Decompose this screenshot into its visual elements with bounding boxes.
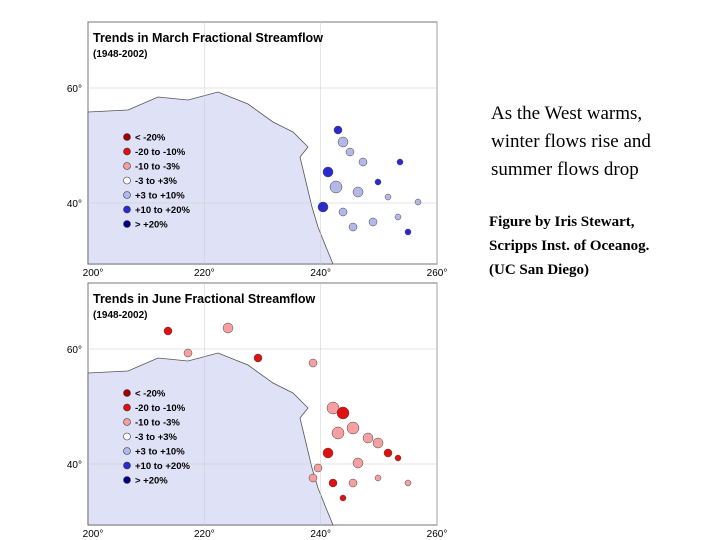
station (394, 454, 402, 462)
lon-label: 260° (427, 529, 448, 540)
station (345, 147, 355, 157)
lon-label: 240° (310, 268, 331, 279)
credit: Figure by Iris Stewart, Scripps Inst. of… (489, 210, 649, 282)
heading-line: As the West warms, (491, 103, 643, 124)
station (348, 478, 358, 488)
station (308, 358, 318, 368)
station (362, 432, 374, 444)
station (404, 479, 412, 487)
legend-label: -20 to -10% (135, 403, 186, 414)
station (328, 478, 338, 488)
legend-label: -10 to -3% (135, 418, 180, 429)
station (183, 348, 193, 358)
station (331, 426, 345, 440)
station (374, 178, 382, 186)
credit-line: Scripps Inst. of Oceanog. (489, 238, 650, 254)
lat-label: 60° (67, 345, 82, 356)
station (384, 193, 392, 201)
station (339, 494, 347, 502)
heading-line: winter flows rise and (491, 131, 651, 152)
station (253, 353, 263, 363)
heading: As the West warms, winter flows rise and… (491, 100, 651, 184)
legend-swatch (123, 447, 131, 455)
lon-label: 220° (194, 529, 215, 540)
station (383, 448, 393, 458)
station (346, 421, 360, 435)
lat-label: 40° (67, 199, 82, 210)
legend-swatch (123, 191, 131, 199)
legend-swatch (123, 418, 131, 426)
station (394, 213, 402, 221)
station (326, 401, 340, 415)
lat-label: 40° (67, 460, 82, 471)
station (313, 463, 323, 473)
legend-swatch (123, 389, 131, 397)
ocean (87, 352, 334, 526)
station (348, 222, 358, 232)
legend-label: -20 to -10% (135, 147, 186, 158)
legend-label: +3 to +10% (135, 447, 185, 458)
legend-label: -3 to +3% (135, 432, 178, 443)
map: Trends in March Fractional Streamflow (19… (87, 21, 438, 265)
station (163, 326, 173, 336)
credit-line: Figure by Iris Stewart, (489, 214, 635, 230)
legend-label: -10 to -3% (135, 162, 180, 173)
legend-label: +10 to +20% (135, 205, 190, 216)
map-period: (1948-2002) (93, 310, 147, 321)
station (404, 228, 412, 236)
lon-label: 200° (83, 529, 104, 540)
station (333, 125, 343, 135)
credit-line: (UC San Diego) (489, 262, 589, 278)
station (322, 447, 334, 459)
station (337, 136, 349, 148)
map: Trends in June Fractional Streamflow (194… (87, 282, 438, 526)
map-title: Trends in March Fractional Streamflow (93, 31, 323, 45)
legend-swatch (123, 147, 131, 156)
legend-label: -3 to +3% (135, 176, 178, 187)
legend-swatch (123, 476, 131, 484)
lon-label: 240° (310, 529, 331, 540)
station (329, 180, 343, 194)
station (372, 437, 384, 449)
station (352, 186, 364, 198)
legend-swatch (123, 176, 131, 185)
lon-label: 260° (427, 268, 448, 279)
legend-label: > +20% (135, 476, 168, 487)
station (352, 457, 364, 469)
legend-label: > +20% (135, 220, 168, 231)
legend-label: +10 to +20% (135, 461, 190, 472)
legend-swatch (123, 133, 131, 141)
lon-label: 200° (83, 268, 104, 279)
station (358, 157, 368, 167)
station (396, 158, 404, 166)
station (222, 322, 234, 334)
station (374, 474, 382, 482)
legend-label: +3 to +10% (135, 191, 185, 202)
lat-label: 60° (67, 84, 82, 95)
heading-line: summer flows drop (491, 159, 639, 180)
legend-label: < -20% (135, 389, 166, 400)
map-title: Trends in June Fractional Streamflow (93, 292, 316, 306)
station (308, 473, 318, 483)
legend-swatch (123, 403, 131, 412)
ocean (87, 91, 334, 265)
lon-label: 220° (194, 268, 215, 279)
legend-swatch (123, 162, 131, 170)
legend-swatch (123, 461, 131, 470)
legend-swatch (123, 432, 131, 441)
map-period: (1948-2002) (93, 49, 147, 60)
station (336, 406, 350, 420)
station (317, 201, 329, 213)
station (338, 207, 348, 217)
station (322, 166, 334, 178)
station (414, 198, 422, 206)
maps: Trends in March Fractional Streamflow (19… (67, 21, 448, 540)
legend-swatch (123, 205, 131, 214)
legend-label: < -20% (135, 133, 166, 144)
legend-swatch (123, 220, 131, 228)
station (368, 217, 378, 227)
